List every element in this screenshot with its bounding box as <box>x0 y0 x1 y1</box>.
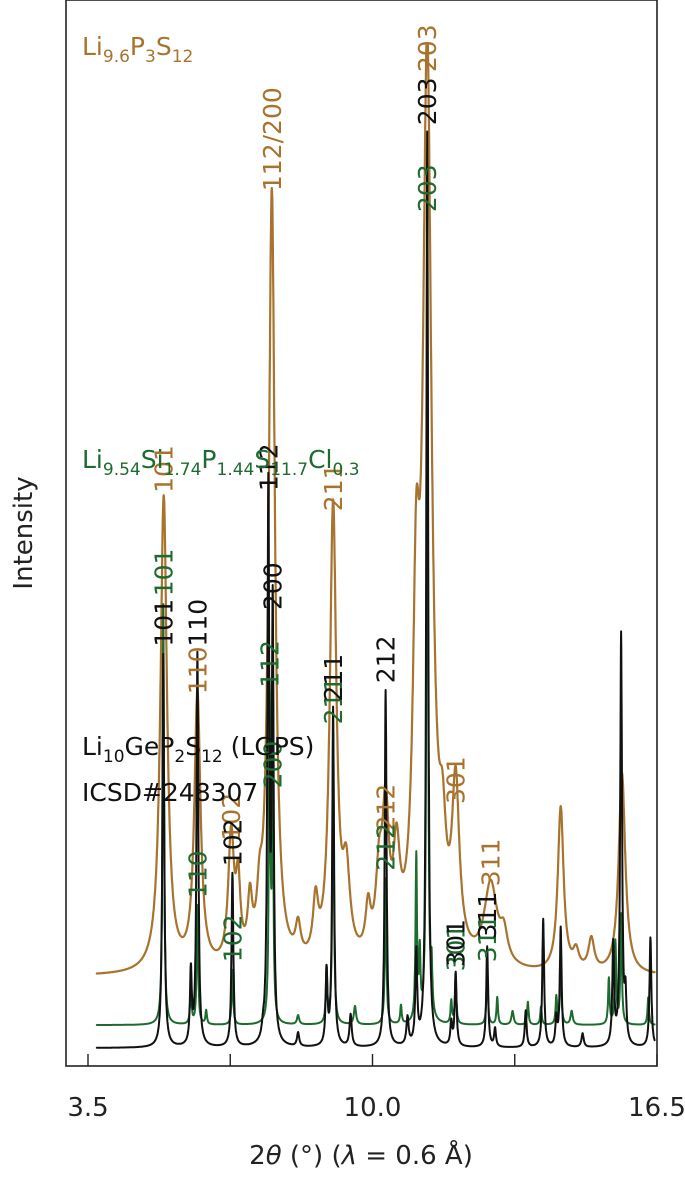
peak-label: 101 <box>149 599 178 647</box>
series-layer <box>95 42 656 1049</box>
peak-label: 112/200 <box>258 87 287 191</box>
y-axis-label: Intensity <box>9 476 39 589</box>
peak-label: 212 <box>372 823 401 871</box>
peak-label: 211 <box>319 654 348 702</box>
series-name: Li10GeP2S12 (LGPS) <box>82 732 314 767</box>
peak-label: 110 <box>183 599 212 647</box>
x-tick-label: 16.5 <box>628 1093 685 1123</box>
peak-label: 311 <box>477 839 506 887</box>
peak-label: 112 <box>254 443 283 491</box>
peak-label: 211 <box>319 677 348 725</box>
peak-label: 212 <box>372 784 401 832</box>
peak-label: 212 <box>372 635 401 683</box>
x-axis-ticks: 3.5 10.0 16.5 <box>67 1054 685 1123</box>
peak-label: 200 <box>259 741 288 789</box>
x-tick-label: 3.5 <box>67 1093 108 1123</box>
peak-label-layer: 101110102112/200211212203301311101110102… <box>149 24 505 971</box>
series-2-line <box>95 130 656 1049</box>
series-name-layer: Li9.6P3S12 Li9.54Si1.74P1.44S11.7Cl0.3 Li1… <box>82 32 360 807</box>
peak-label: 101 <box>149 549 178 597</box>
peak-label: 203 <box>413 24 442 72</box>
series-name: Li9.54Si1.74P1.44S11.7Cl0.3 <box>82 445 360 480</box>
peak-label: 102 <box>217 793 246 841</box>
peak-label: 301 <box>442 924 471 972</box>
series-name-line2: ICSD#248307 <box>82 778 258 807</box>
peak-label: 102 <box>218 818 247 866</box>
peak-label: 203 <box>413 77 442 125</box>
peak-label: 101 <box>150 445 179 493</box>
peak-label: 311 <box>473 892 502 940</box>
peak-label: 112 <box>256 640 285 688</box>
peak-label: 102 <box>218 914 247 962</box>
series-0-line <box>95 42 656 975</box>
series-1-line <box>95 215 656 1026</box>
peak-label: 110 <box>183 850 212 898</box>
peak-label: 311 <box>473 914 502 962</box>
peak-label: 211 <box>319 463 348 511</box>
peak-label: 200 <box>259 562 288 610</box>
peak-label: 203 <box>413 164 442 212</box>
x-tick-label: 10.0 <box>344 1093 402 1123</box>
peak-label: 110 <box>183 646 212 694</box>
series-name: Li9.6P3S12 <box>82 32 193 67</box>
x-axis-label: 2θ (°) (λ = 0.6 Å) <box>249 1139 473 1171</box>
plot-frame <box>65 0 658 1067</box>
peak-label: 301 <box>442 919 471 967</box>
peak-label: 301 <box>442 756 471 804</box>
